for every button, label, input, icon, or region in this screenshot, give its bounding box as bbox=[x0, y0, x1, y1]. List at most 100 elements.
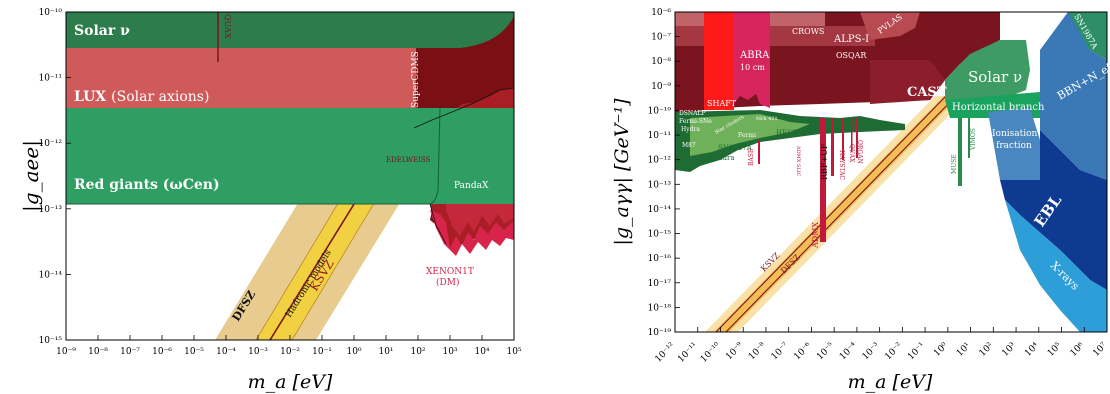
quax-spike bbox=[851, 118, 853, 152]
edelweiss-edge bbox=[413, 87, 514, 129]
horizontal-branch-region bbox=[945, 92, 1060, 118]
admx-label: ADMX bbox=[811, 222, 820, 249]
x-tick-label: 10⁻⁴ bbox=[838, 341, 859, 362]
x-tick-label: 10⁻¹¹ bbox=[676, 341, 700, 365]
y-tick-label: 10⁻¹⁰ bbox=[39, 8, 63, 18]
x-tick-label: 10⁻² bbox=[883, 341, 904, 362]
y-tick-label: 10⁻¹⁵ bbox=[648, 230, 672, 240]
x-tick-label: 10⁰ bbox=[346, 347, 361, 357]
y-tick-label: 10⁻⁸ bbox=[651, 57, 671, 67]
ionisation-label: Ionisation bbox=[992, 129, 1038, 139]
abra-sub-label: 10 cm bbox=[740, 63, 765, 72]
hydra-label: Hydra bbox=[681, 126, 700, 133]
rbf-uf-label: RBF+UF bbox=[820, 143, 829, 180]
x-tick-label: 10⁻⁶ bbox=[152, 347, 172, 357]
y-tick-label: 10⁻⁹ bbox=[651, 82, 671, 92]
right-ylabel: |g_aγγ| [GeV⁻¹] bbox=[611, 98, 633, 246]
y-tick-label: 10⁻¹⁷ bbox=[648, 279, 672, 289]
right-frame bbox=[674, 11, 1108, 333]
y-tick-label: 10⁻¹⁹ bbox=[648, 328, 672, 338]
x-tick-label: 10⁻¹ bbox=[312, 347, 332, 357]
y-tick-label: 10⁻¹³ bbox=[648, 180, 672, 190]
dfsz-line-right bbox=[725, 95, 957, 332]
lux-label: LUX (Solar axions) bbox=[74, 89, 209, 105]
alps-label: ALPS-I bbox=[833, 34, 869, 45]
fraction-label: fraction bbox=[996, 141, 1032, 151]
cast-label: CAST bbox=[907, 85, 947, 100]
x-tick-label: 10⁻³ bbox=[248, 347, 268, 357]
bbn-region bbox=[1040, 12, 1107, 180]
left-chart: 10⁻⁹ 10⁻⁸ 10⁻⁷ 10⁻⁶ 10⁻⁵ 10⁻⁴ 10⁻³ 10⁻² 10⁻¹ 10⁰ 1… bbox=[19, 8, 522, 393]
x-tick-label: 10⁻⁷ bbox=[770, 341, 791, 362]
crows-label: CROWS bbox=[792, 27, 824, 36]
x-tick-label: 10⁻⁴ bbox=[216, 347, 236, 357]
shaft-label: SHAFT bbox=[707, 99, 737, 108]
x-tick-label: 10⁵ bbox=[506, 347, 521, 357]
dsnalp-label: DSNALP bbox=[679, 110, 706, 117]
x-tick-label: 10³ bbox=[1000, 341, 1018, 359]
lux-label-sub: (Solar axions) bbox=[111, 89, 209, 105]
xrays-region bbox=[1005, 200, 1107, 332]
organ-spike bbox=[856, 118, 858, 158]
x-tick-label: 10⁰ bbox=[932, 341, 950, 359]
x-tick-label: 10¹ bbox=[955, 341, 973, 359]
left-ylabel: |g_aee| bbox=[19, 140, 44, 212]
fermi-label: Fermi bbox=[738, 132, 756, 139]
xenon1t-region bbox=[430, 210, 514, 256]
pvlas-region bbox=[860, 12, 920, 40]
y-tick-label: 10⁻¹⁵ bbox=[39, 336, 63, 346]
base-label: BASE bbox=[748, 149, 755, 166]
x-tick-label: 10⁻⁶ bbox=[792, 341, 813, 362]
y-tick-label: 10⁻¹¹ bbox=[648, 131, 671, 141]
x-tick-label: 10¹ bbox=[378, 347, 393, 357]
shaft-region bbox=[704, 12, 734, 110]
solar-nu-region bbox=[66, 12, 514, 48]
fermi-sne-label: Fermi-SNe bbox=[679, 118, 712, 125]
x-tick-label: 10⁷ bbox=[1091, 341, 1109, 359]
red-giants-edge bbox=[66, 107, 441, 205]
red-giants-label: Red giants (ωCen) bbox=[74, 177, 220, 193]
x-tick-label: 10⁻¹⁰ bbox=[699, 341, 723, 365]
left-ticks: 10⁻⁹ 10⁻⁸ 10⁻⁷ 10⁻⁶ 10⁻⁵ 10⁻⁴ 10⁻³ 10⁻² 10⁻¹ 10⁰ 1… bbox=[39, 8, 522, 357]
y-tick-label: 10⁻¹² bbox=[648, 156, 672, 166]
vimos-label: VIMOS bbox=[970, 128, 977, 151]
y-tick-label: 10⁻¹² bbox=[39, 139, 63, 149]
supercdms-label: SuperCDMS bbox=[411, 51, 421, 108]
left-xlabel: m_a [eV] bbox=[248, 371, 333, 393]
x-tick-label: 10⁻¹ bbox=[906, 341, 927, 362]
right-chart: 10⁻¹² 10⁻¹¹ 10⁻¹⁰ 10⁻⁹ 10⁻⁸ 10⁻⁷ 10⁻⁶ 10⁻⁵ 10⁻⁴ 1… bbox=[611, 8, 1110, 393]
xenon1t-dm-label: (DM) bbox=[436, 277, 459, 288]
rbf-spike bbox=[831, 118, 834, 176]
x-tick-label: 10² bbox=[410, 347, 425, 357]
abra-region bbox=[734, 12, 770, 108]
admx-spike bbox=[820, 118, 826, 242]
osqar-label: OSQAR bbox=[836, 51, 867, 60]
x-tick-label: 10³ bbox=[442, 347, 457, 357]
m87-label: M87 bbox=[682, 142, 696, 149]
solar-nu-label: Solar ν bbox=[74, 23, 130, 39]
y-tick-label: 10⁻¹¹ bbox=[39, 74, 62, 84]
x-tick-label: 10⁻⁷ bbox=[120, 347, 140, 357]
sn1987a-label: SN1987A bbox=[718, 144, 753, 152]
right-xlabel: m_a [eV] bbox=[848, 371, 933, 393]
muse-label: MUSE bbox=[951, 154, 958, 174]
x-tick-label: 10⁶ bbox=[1069, 341, 1087, 359]
edelweiss-label: EDELWEISS bbox=[386, 156, 431, 164]
y-tick-label: 10⁻¹³ bbox=[39, 205, 63, 215]
pandax-label: PandaX bbox=[454, 181, 489, 191]
x-tick-label: 10⁻⁸ bbox=[747, 341, 768, 362]
x-tick-label: 10² bbox=[978, 341, 996, 359]
x-tick-label: 10⁻⁸ bbox=[88, 347, 108, 357]
y-tick-label: 10⁻¹⁴ bbox=[648, 205, 672, 215]
sn1987a-top-region bbox=[1068, 12, 1107, 60]
x-tick-label: 10⁻² bbox=[280, 347, 300, 357]
x-tick-label: 10⁻¹² bbox=[653, 341, 677, 365]
y-tick-label: 10⁻¹⁶ bbox=[648, 254, 672, 264]
hess-label: HESS bbox=[776, 129, 797, 137]
abra-label: ABRA bbox=[739, 50, 770, 61]
lux-label-main: LUX bbox=[74, 89, 106, 105]
mrk421-label: Mrk 421 bbox=[756, 116, 778, 122]
y-tick-label: 10⁻⁶ bbox=[651, 8, 671, 18]
y-tick-label: 10⁻¹⁴ bbox=[39, 270, 63, 280]
